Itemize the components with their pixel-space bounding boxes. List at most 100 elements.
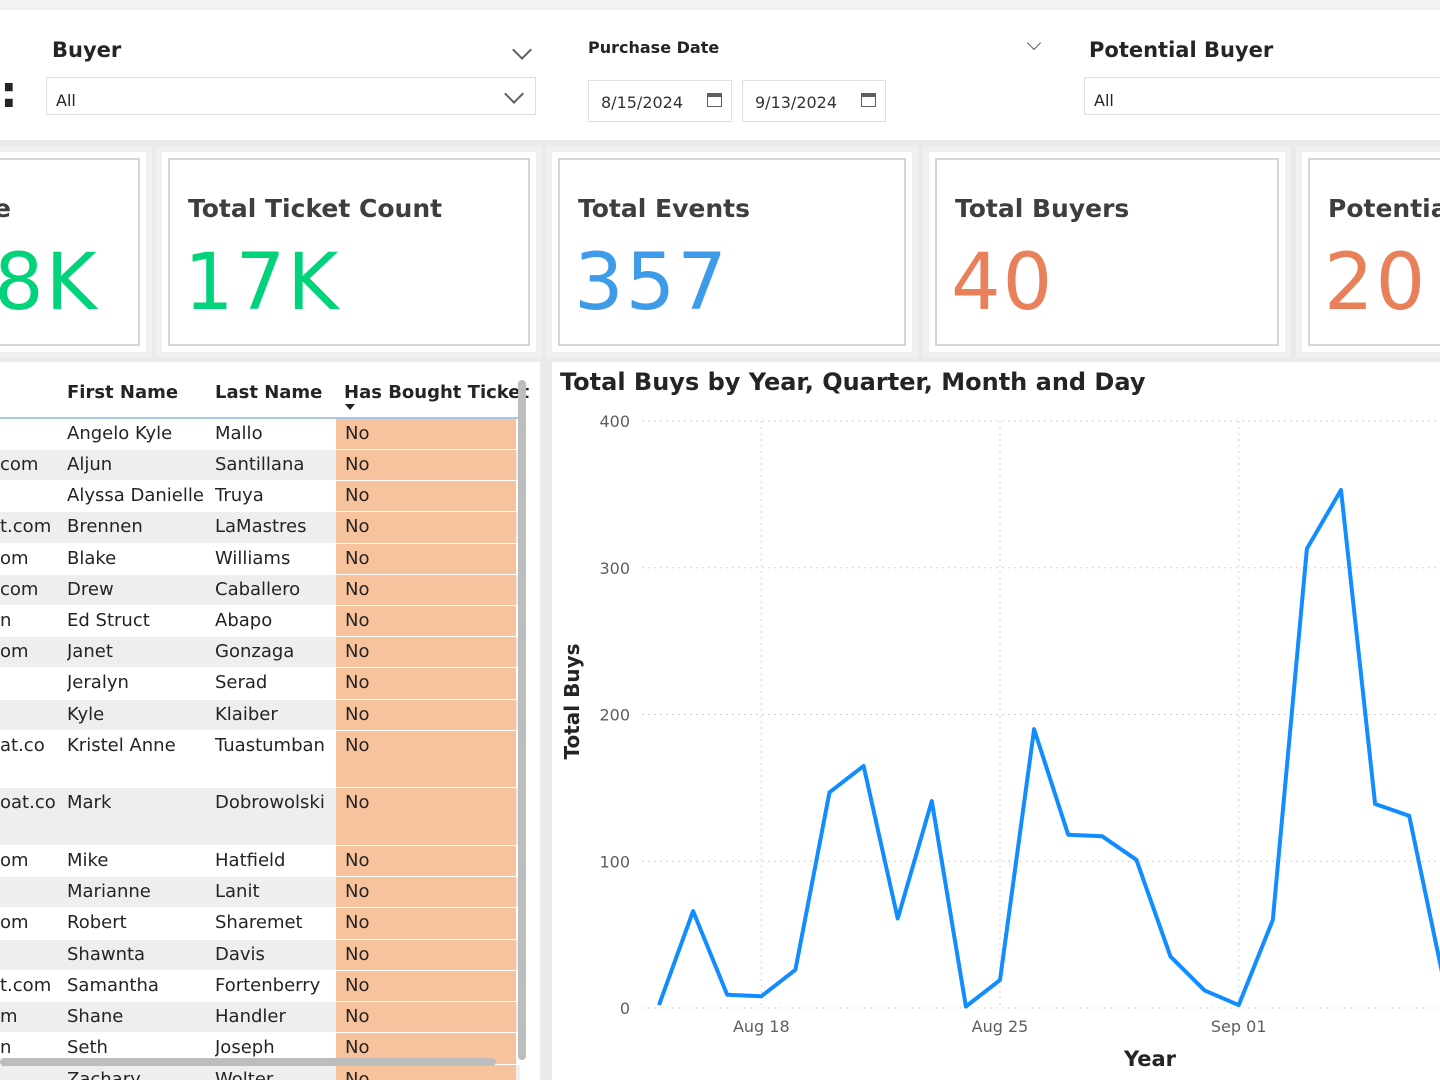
data-point[interactable]: [892, 912, 904, 924]
column-header-first-name[interactable]: First Name: [67, 382, 179, 403]
cell-bought: No: [336, 575, 516, 605]
cell-bought: No: [336, 846, 516, 876]
data-point[interactable]: [721, 989, 733, 1001]
end-date-value: 9/13/2024: [755, 93, 838, 112]
sort-descending-icon[interactable]: [345, 404, 355, 410]
kpi-card-total-events[interactable]: Total Events 357: [552, 152, 912, 352]
data-point[interactable]: [1062, 829, 1074, 841]
data-point[interactable]: [1028, 723, 1040, 735]
cell-first: Zachary: [67, 1069, 141, 1080]
table-row[interactable]: t.com Brennen LaMastres No: [0, 512, 520, 544]
table-row[interactable]: Kyle Klaiber No: [0, 700, 520, 731]
purchase-date-title: Purchase Date: [588, 38, 720, 57]
data-point[interactable]: [789, 964, 801, 976]
cell-bought: No: [336, 1065, 516, 1080]
data-point[interactable]: [960, 1001, 972, 1013]
table-row[interactable]: om Mike Hatfield No: [0, 846, 520, 877]
data-point[interactable]: [1199, 984, 1211, 996]
vertical-scrollbar[interactable]: [518, 380, 526, 1060]
table-row[interactable]: oat.co Mark Dobrowolski No: [0, 788, 520, 846]
card-value: 8K: [0, 238, 99, 328]
start-date-value: 8/15/2024: [601, 93, 684, 112]
data-point[interactable]: [1096, 830, 1108, 842]
total-buys-chart: Total Buys by Year, Quarter, Month and D…: [552, 362, 1440, 1080]
cell-bought: No: [336, 512, 516, 543]
data-point[interactable]: [926, 795, 938, 807]
buyer-dropdown[interactable]: All: [46, 77, 536, 115]
data-point[interactable]: [824, 786, 836, 798]
cell-first: Ed Struct: [67, 610, 150, 631]
cell-last: Lanit: [215, 881, 260, 902]
table-row[interactable]: com Aljun Santillana No: [0, 450, 520, 481]
data-point[interactable]: [1165, 951, 1177, 963]
card-value: 20: [1324, 238, 1428, 328]
cell-first: Jeralyn: [67, 672, 129, 693]
table-row[interactable]: om Robert Sharemet No: [0, 908, 520, 940]
table-row[interactable]: om Janet Gonzaga No: [0, 637, 520, 668]
cell-first: Kristel Anne: [67, 735, 176, 756]
cell-last: Sharemet: [215, 912, 303, 933]
y-tick-label: 100: [599, 852, 630, 871]
table-row[interactable]: n Ed Struct Abapo No: [0, 606, 520, 637]
data-point[interactable]: [687, 905, 699, 917]
data-point[interactable]: [1301, 543, 1313, 555]
table-row[interactable]: com Drew Caballero No: [0, 575, 520, 606]
data-point[interactable]: [653, 999, 665, 1011]
calendar-icon[interactable]: [707, 93, 722, 107]
series-line[interactable]: [657, 488, 1440, 1009]
kpi-card-total-buyers[interactable]: Total Buyers 40: [929, 152, 1285, 352]
potential-buyer-dropdown[interactable]: All: [1084, 77, 1440, 115]
y-axis-label: Total Buys: [560, 643, 584, 759]
table-row[interactable]: Angelo Kyle Mallo No: [0, 419, 520, 450]
table-row[interactable]: Alyssa Danielle Truya No: [0, 481, 520, 512]
table-row[interactable]: Jeralyn Serad No: [0, 668, 520, 700]
data-point[interactable]: [858, 760, 870, 772]
chevron-down-icon[interactable]: [512, 40, 532, 60]
column-header-has-bought-ticket[interactable]: Has Bought Ticket: [344, 382, 530, 403]
data-point[interactable]: [1369, 798, 1381, 810]
table-row[interactable]: Shawnta Davis No: [0, 940, 520, 971]
kpi-card-partial[interactable]: e 8K: [0, 152, 146, 352]
column-header-last-name[interactable]: Last Name: [215, 382, 323, 403]
cell-bought: No: [336, 481, 516, 511]
data-point[interactable]: [1233, 999, 1245, 1011]
chevron-down-icon[interactable]: [504, 84, 524, 104]
data-point[interactable]: [1335, 484, 1347, 496]
data-point[interactable]: [1267, 914, 1279, 926]
cell-last: Joseph: [215, 1037, 275, 1058]
card-label: Total Buyers: [955, 194, 1130, 223]
horizontal-scrollbar[interactable]: [0, 1058, 496, 1066]
cell-last: Fortenberry: [215, 975, 321, 996]
cell-first: Mike: [67, 850, 109, 871]
table-row[interactable]: Zachary Wolter No: [0, 1065, 520, 1080]
cell-first: Brennen: [67, 516, 143, 537]
cell-last: Handler: [215, 1006, 286, 1027]
table-row[interactable]: om Blake Williams No: [0, 544, 520, 575]
kpi-card-potential[interactable]: Potential 20: [1302, 152, 1440, 352]
collapsed-panel-glyph[interactable]: :: [0, 67, 18, 118]
table-row[interactable]: m Shane Handler No: [0, 1002, 520, 1033]
cell-email: oat.co: [0, 792, 56, 813]
data-point[interactable]: [1403, 810, 1415, 822]
calendar-icon[interactable]: [861, 93, 876, 107]
buyer-slicer-title: Buyer: [52, 38, 122, 62]
table-row[interactable]: Marianne Lanit No: [0, 877, 520, 908]
data-point[interactable]: [755, 990, 767, 1002]
cell-bought: No: [336, 637, 516, 667]
chevron-down-icon[interactable]: [1026, 35, 1042, 51]
cell-last: Mallo: [215, 423, 263, 444]
cell-email: com: [0, 454, 39, 475]
cell-email: m: [0, 1006, 18, 1027]
table-row[interactable]: t.com Samantha Fortenberry No: [0, 971, 520, 1002]
data-point[interactable]: [994, 974, 1006, 986]
kpi-card-total-ticket-count[interactable]: Total Ticket Count 17K: [162, 152, 536, 352]
data-point[interactable]: [1130, 854, 1142, 866]
cell-last: Wolter: [215, 1069, 274, 1080]
end-date-input[interactable]: 9/13/2024: [742, 80, 886, 122]
table-row[interactable]: at.co Kristel Anne Tuastumban No: [0, 731, 520, 788]
cell-first: Angelo Kyle: [67, 423, 173, 444]
start-date-input[interactable]: 8/15/2024: [588, 80, 732, 122]
cell-email: t.com: [0, 516, 52, 537]
cell-first: Shawnta: [67, 944, 146, 965]
cell-last: Hatfield: [215, 850, 286, 871]
